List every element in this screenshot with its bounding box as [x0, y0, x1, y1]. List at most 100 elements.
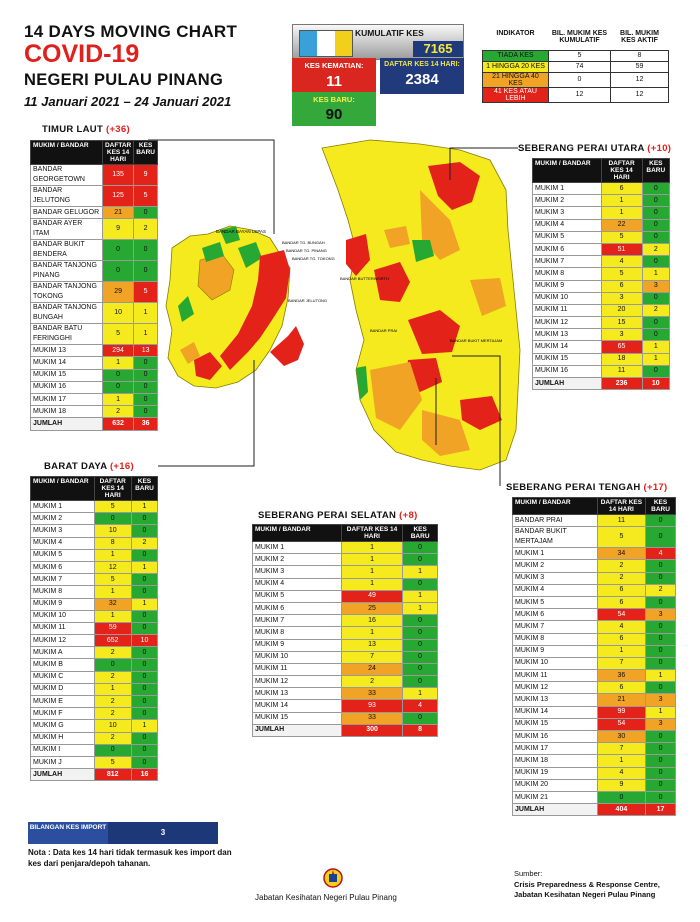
row-label: MUKIM G: [30, 719, 95, 733]
daftar-cell: 2: [101, 405, 135, 419]
daftar-cell: 5: [93, 573, 132, 587]
table-row: MUKIM 13 294 13: [30, 344, 158, 358]
spt-table: MUKIM / BANDAR DAFTAR KES 14 HARI KES BARU…: [512, 497, 676, 817]
baru-cell: 0: [130, 658, 159, 672]
baru-cell: 0: [641, 218, 671, 232]
daftar-cell: 54: [596, 717, 647, 732]
table-row: MUKIM 14 65 1: [532, 340, 671, 354]
daftar-cell: 1: [340, 565, 404, 579]
baru-cell: 1: [130, 719, 159, 733]
baru-cell: 0: [641, 316, 671, 330]
daftar-cell: 2: [93, 694, 132, 709]
daftar-cell: 1: [93, 682, 132, 697]
title-covid: COVID-19: [24, 40, 140, 68]
table-row: MUKIM 21 0 0: [512, 790, 676, 805]
baru-cell: 0: [130, 573, 159, 587]
daftar-cell: 2: [93, 707, 132, 721]
daftar-cell: 7: [596, 656, 647, 671]
row-label: MUKIM 21: [512, 790, 598, 805]
daftar-cell: 29: [101, 281, 135, 304]
barat-daya-table: MUKIM / BANDAR DAFTAR KES 14 HARI KES BARU…: [30, 476, 159, 782]
table-row: BANDAR PRAI 11 0: [512, 513, 676, 528]
row-label: MUKIM 14: [252, 699, 342, 713]
baru-cell: 0: [641, 255, 671, 269]
table-row: MUKIM 14 93 4: [252, 699, 438, 713]
baru-cell: 0: [645, 681, 676, 695]
row-label: MUKIM 6: [252, 601, 342, 616]
legend-row: 1 HINGGA 20 KES 74 59: [482, 60, 669, 73]
spt-title: SEBERANG PERAI TENGAH (+17): [506, 482, 667, 493]
legend-label: 1 HINGGA 20 KES: [482, 60, 549, 73]
daftar-cell: 15: [600, 316, 643, 330]
table-row: MUKIM 14 1 0: [30, 356, 158, 370]
baru-cell: 5: [133, 281, 158, 304]
table-row: BANDAR TANJONG BUNGAH 10 1: [30, 302, 158, 325]
baru-cell: 0: [645, 656, 676, 671]
total-value: 300: [340, 723, 404, 738]
sps-header-0: MUKIM / BANDAR: [252, 524, 342, 542]
spu-title: SEBERANG PERAI UTARA (+10): [518, 143, 671, 154]
daftar-cell: 65: [600, 340, 643, 354]
table-row: MUKIM 19 4 0: [512, 766, 676, 780]
row-label: MUKIM 15: [512, 717, 598, 732]
row-label: MUKIM 2: [30, 512, 95, 526]
baru-cell: 0: [641, 181, 671, 196]
table-row: BANDAR JELUTONG 125 5: [30, 185, 158, 207]
row-label: MUKIM A: [30, 646, 95, 660]
row-label: MUKIM 7: [30, 573, 95, 587]
table-row: MUKIM 16 0 0: [30, 380, 158, 394]
table-row: MUKIM 17 1 0: [30, 392, 158, 407]
baru-cell: 4: [645, 547, 676, 561]
row-label: MUKIM 9: [512, 644, 598, 658]
table-row: MUKIM 12 2 0: [252, 675, 438, 689]
row-label: BANDAR GELUGOR: [30, 205, 103, 220]
table-row: BANDAR TANJONG PINANG 0 0: [30, 260, 158, 283]
daftar-cell: 93: [340, 699, 404, 713]
row-label: MUKIM 12: [532, 316, 602, 330]
table-row: MUKIM 15 0 0: [30, 368, 158, 382]
row-label: MUKIM C: [30, 670, 95, 684]
daftar-cell: 6: [596, 681, 647, 695]
barat-daya-title: BARAT DAYA (+16): [44, 461, 134, 472]
baru-cell: 0: [133, 205, 158, 220]
sps-header-1: DAFTAR KES 14 HARI: [340, 524, 404, 542]
daftar-cell: 0: [596, 790, 647, 805]
daftar-cell: 5: [93, 499, 132, 514]
total-row: JUMLAH 236 10: [532, 376, 671, 391]
row-label: MUKIM 11: [30, 621, 95, 636]
map-label-butterworth: BANDAR BUTTERWORTH: [340, 276, 389, 281]
table-row: MUKIM 12 15 0: [532, 316, 671, 330]
daftar-cell: 6: [600, 181, 643, 196]
baru-cell: 4: [402, 699, 438, 713]
row-label: MUKIM 12: [30, 634, 95, 648]
daftar-cell: 1: [93, 585, 132, 599]
baru-cell: 0: [130, 755, 159, 770]
penang-flag-icon: [299, 30, 353, 57]
baru-cell: 3: [645, 608, 676, 622]
total-value: 16: [130, 768, 159, 782]
daftar-cell: 2: [93, 646, 132, 660]
table-row: MUKIM 9 32 1: [30, 597, 159, 611]
daftar-cell: 22: [600, 218, 643, 232]
baru-cell: 0: [130, 694, 159, 709]
baru-cell: 0: [133, 392, 158, 407]
daftar-cell: 33: [340, 711, 404, 725]
baru-cell: 1: [133, 302, 158, 325]
spt-title-text: SEBERANG PERAI TENGAH: [506, 482, 641, 493]
table-row: MUKIM 10 7 0: [512, 656, 676, 671]
daftar-cell: 1: [93, 609, 132, 623]
table-row: MUKIM 1 34 4: [512, 547, 676, 561]
row-label: MUKIM 20: [512, 778, 598, 792]
legend-row: 41 KES ATAU LEBIH 12 12: [482, 86, 669, 103]
note-text: Nota : Data kes 14 hari tidak termasuk k…: [28, 848, 232, 868]
row-label: MUKIM 7: [252, 614, 342, 628]
daftar-cell: 6: [600, 279, 643, 293]
baru-cell: 1: [645, 669, 676, 683]
